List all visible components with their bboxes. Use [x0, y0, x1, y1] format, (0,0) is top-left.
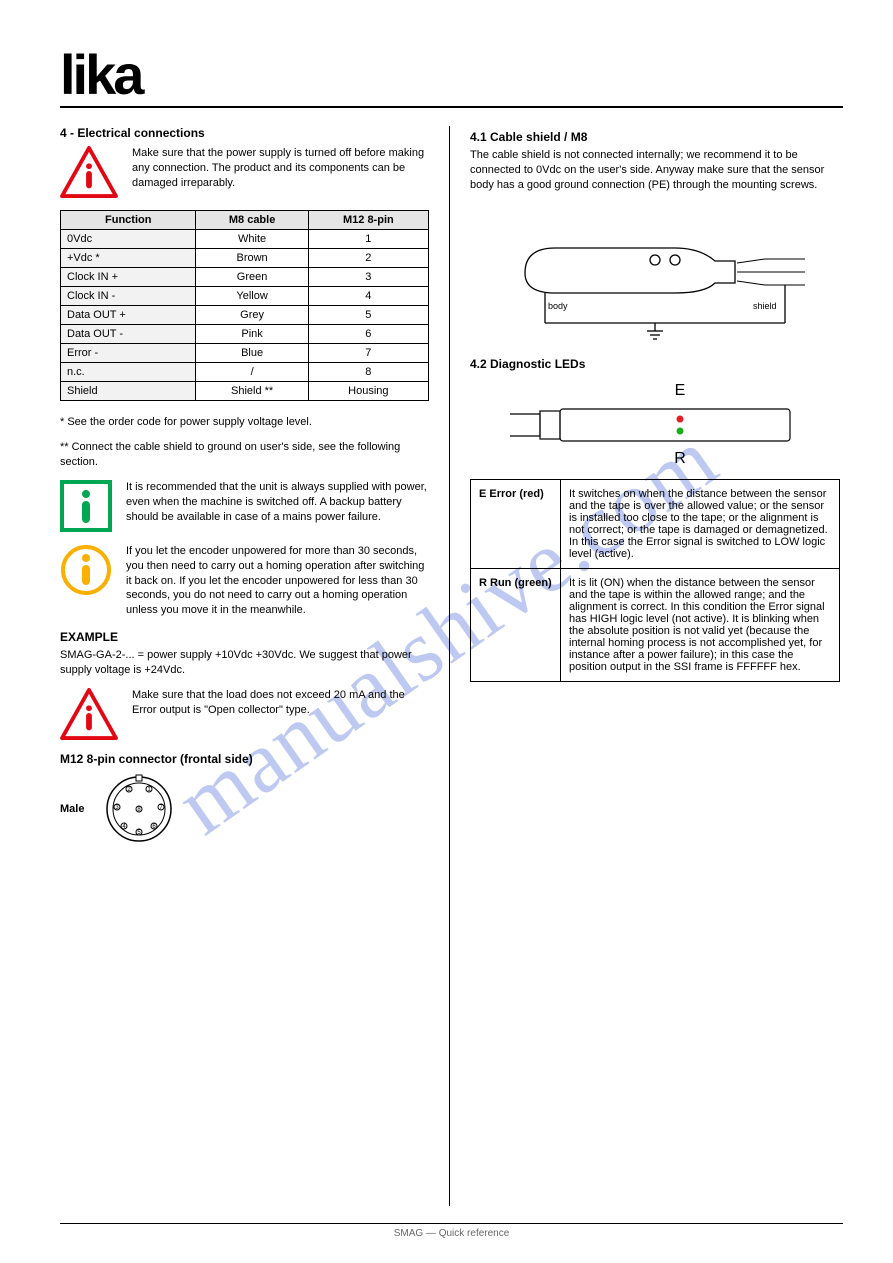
example-text: SMAG-GA-2-... = power supply +10Vdc +30V… — [60, 648, 429, 678]
m12-title: M12 8-pin connector (frontal side) — [60, 752, 429, 766]
note-icon — [60, 480, 112, 532]
led-r-label: R — [674, 450, 686, 467]
warning-top-text: Make sure that the power supply is turne… — [132, 146, 429, 191]
table-header-row: Function M8 cable M12 8-pin — [61, 211, 429, 230]
table-row: +Vdc *Brown2 — [61, 249, 429, 268]
header-rule — [60, 106, 843, 108]
table-row: Data OUT -Pink6 — [61, 325, 429, 344]
svg-text:8: 8 — [138, 807, 142, 813]
warning-icon — [60, 146, 118, 198]
led-error-text: It switches on when the distance between… — [561, 479, 840, 568]
led-green-dot — [677, 427, 684, 434]
right-column: 4.1 Cable shield / M8 The cable shield i… — [450, 126, 840, 1206]
led-red-dot — [677, 415, 684, 422]
led-title: 4.2 Diagnostic LEDs — [470, 357, 840, 371]
led-e-label: E — [675, 382, 686, 399]
led-diagram: E R — [505, 381, 805, 471]
note-yellow: If you let the encoder unpowered for mor… — [60, 544, 429, 618]
th-m12: M12 8-pin — [308, 211, 428, 230]
svg-text:4: 4 — [123, 824, 127, 830]
table-row: Data OUT +Grey5 — [61, 306, 429, 325]
m12-male-label: Male — [60, 803, 84, 815]
left-column: 4 - Electrical connections Make sure tha… — [60, 126, 450, 1206]
note-yellow-text: If you let the encoder unpowered for mor… — [126, 544, 429, 618]
page-container: lika 4 - Electrical connections Make sur… — [0, 0, 893, 1263]
led-row-error: E Error (red) It switches on when the di… — [471, 479, 840, 568]
led-run-text: It is lit (ON) when the distance between… — [561, 568, 840, 681]
column-wrapper: 4 - Electrical connections Make sure tha… — [60, 126, 843, 1206]
svg-text:3: 3 — [116, 805, 120, 811]
footnote-star2: ** Connect the cable shield to ground on… — [60, 440, 429, 470]
shield-diagram: body shield — [505, 213, 805, 343]
svg-text:shield: shield — [753, 301, 777, 311]
shield-text: The cable shield is not connected intern… — [470, 148, 840, 193]
th-cable: M8 cable — [196, 211, 308, 230]
m12-connector-icon: 2 1 3 7 8 4 6 5 — [104, 774, 174, 844]
table-row: Error -Blue7 — [61, 344, 429, 363]
note-green-text: It is recommended that the unit is alway… — [126, 480, 429, 525]
table-row: 0VdcWhite1 — [61, 230, 429, 249]
m12-connector-row: Male 2 1 3 7 8 4 6 5 — [60, 774, 429, 844]
warning-bottom: Make sure that the load does not exceed … — [60, 688, 429, 740]
shield-title: 4.1 Cable shield / M8 — [470, 130, 840, 144]
svg-text:2: 2 — [128, 787, 132, 793]
led-error-label: E Error (red) — [471, 479, 561, 568]
svg-text:body: body — [548, 301, 568, 311]
page-footer: SMAG — Quick reference — [60, 1223, 843, 1239]
table-row: Clock IN -Yellow4 — [61, 287, 429, 306]
warning-top: Make sure that the power supply is turne… — [60, 146, 429, 198]
info-icon — [60, 544, 112, 596]
warning-bottom-text: Make sure that the load does not exceed … — [132, 688, 429, 718]
table-row: n.c./8 — [61, 363, 429, 382]
svg-text:1: 1 — [148, 787, 152, 793]
brand-logo: lika — [60, 50, 843, 100]
led-row-run: R Run (green) It is lit (ON) when the di… — [471, 568, 840, 681]
table-row: Clock IN +Green3 — [61, 268, 429, 287]
led-run-label: R Run (green) — [471, 568, 561, 681]
led-table: E Error (red) It switches on when the di… — [470, 479, 840, 682]
connection-table: Function M8 cable M12 8-pin 0VdcWhite1 +… — [60, 210, 429, 401]
section-title-connections: 4 - Electrical connections — [60, 126, 429, 140]
warning-icon — [60, 688, 118, 740]
th-function: Function — [61, 211, 196, 230]
note-green: It is recommended that the unit is alway… — [60, 480, 429, 532]
svg-text:7: 7 — [160, 805, 164, 811]
table-row: ShieldShield **Housing — [61, 382, 429, 401]
example-title: EXAMPLE — [60, 630, 429, 644]
footnote-star1: * See the order code for power supply vo… — [60, 415, 429, 430]
